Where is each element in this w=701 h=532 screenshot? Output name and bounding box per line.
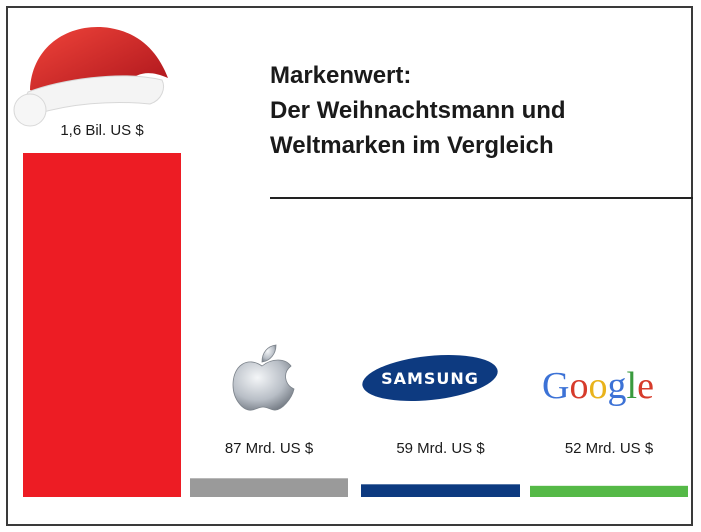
bar-google [530, 485, 688, 497]
google-letter-o2: o [589, 365, 608, 407]
santa-hat-icon [13, 27, 168, 127]
title-underline [270, 197, 693, 199]
google-letter-g2: g [608, 365, 627, 407]
bars-group [23, 153, 688, 497]
value-label-apple: 87 Mrd. US $ [225, 440, 314, 457]
value-label-google: 52 Mrd. US $ [565, 440, 654, 457]
google-letter-o1: o [570, 365, 589, 407]
apple-logo-icon [232, 344, 295, 411]
google-logo-icon: Google [542, 365, 654, 407]
bar-santa [23, 153, 181, 497]
title-line-3: Weltmarken im Vergleich [270, 132, 554, 159]
bar-apple [190, 478, 348, 497]
samsung-logo-text: SAMSUNG [381, 369, 479, 388]
google-letter-e: e [637, 365, 654, 407]
value-label-santa: 1,6 Bil. US $ [60, 122, 144, 139]
value-label-samsung: 59 Mrd. US $ [396, 440, 485, 457]
bar-samsung [361, 484, 520, 497]
title-line-1: Markenwert: [270, 62, 412, 89]
chart-title: Markenwert: Der Weihnachtsmann und Weltm… [270, 58, 680, 163]
svg-text:Google: Google [542, 365, 654, 407]
google-letter-l: l [627, 365, 638, 407]
samsung-logo-icon: SAMSUNG [362, 354, 498, 402]
title-line-2: Der Weihnachtsmann und [270, 97, 566, 124]
value-labels-group: 1,6 Bil. US $ 87 Mrd. US $ 59 Mrd. US $ 52 … [60, 122, 654, 457]
google-letter-g: G [542, 365, 569, 407]
